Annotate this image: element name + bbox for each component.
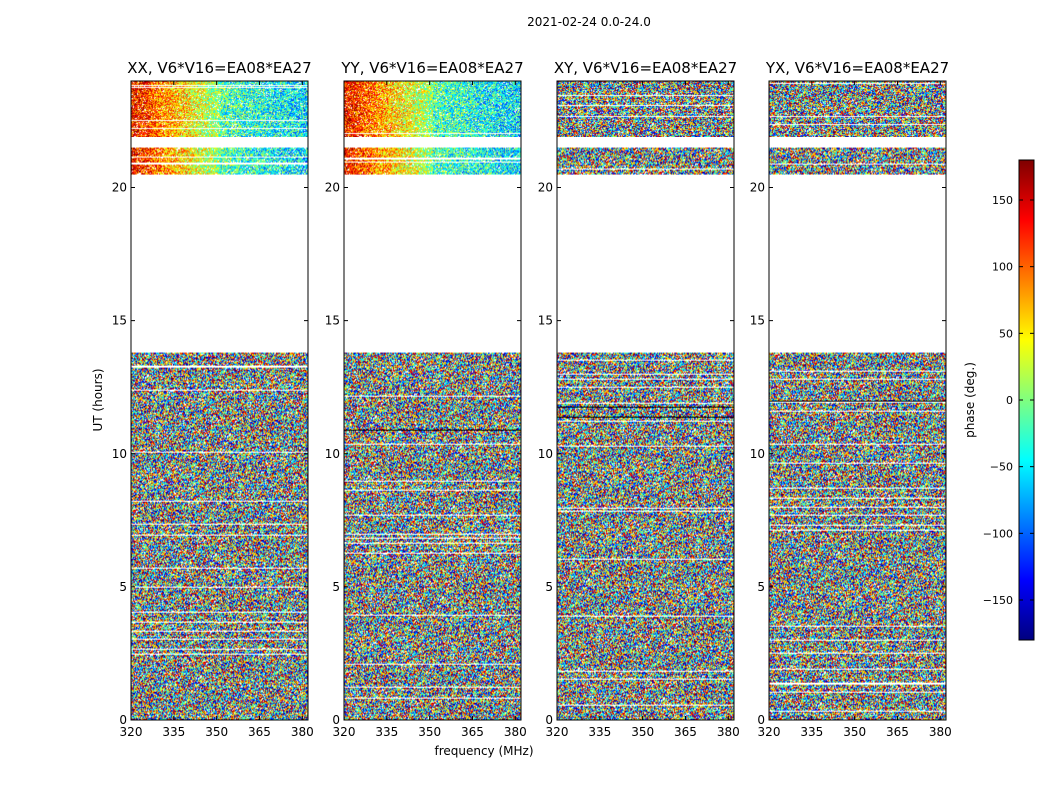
- y-tick-label: 15: [325, 314, 340, 328]
- x-tick-label: 365: [248, 725, 271, 739]
- y-tick-label: 10: [750, 447, 765, 461]
- y-tick-label: 15: [750, 314, 765, 328]
- panel-title: YX, V6*V16=EA08*EA27: [765, 59, 949, 77]
- y-tick-label: 20: [538, 181, 553, 195]
- y-tick-label: 20: [750, 181, 765, 195]
- x-tick-label: 380: [929, 725, 952, 739]
- x-tick-label: 365: [674, 725, 697, 739]
- x-tick-label: 350: [843, 725, 866, 739]
- colorbar-tick-label: 50: [999, 327, 1013, 340]
- waterfall-segment-0: [131, 352, 308, 720]
- panel-title: YY, V6*V16=EA08*EA27: [340, 59, 523, 77]
- y-tick-label: 0: [119, 713, 127, 727]
- x-tick-label: 335: [375, 725, 398, 739]
- y-tick-label: 10: [325, 447, 340, 461]
- x-tick-label: 380: [504, 725, 527, 739]
- x-tick-label: 335: [162, 725, 185, 739]
- waterfall-segment-0: [769, 352, 946, 720]
- y-tick-label: 5: [757, 580, 765, 594]
- panel-yx: YX, V6*V16=EA08*EA27 320 335 350 365 380 0 5 10 1…: [750, 59, 952, 739]
- y-tick-label: 5: [119, 580, 127, 594]
- waterfall-segment-1: [131, 147, 308, 175]
- x-tick-label: 320: [758, 725, 781, 739]
- waterfall-segment-1: [769, 147, 946, 175]
- x-tick-label: 365: [886, 725, 909, 739]
- x-tick-label: 320: [333, 725, 356, 739]
- y-axis-label: UT (hours): [91, 368, 105, 431]
- y-tick-label: 15: [112, 314, 127, 328]
- y-tick-label: 0: [332, 713, 340, 727]
- colorbar-label: phase (deg.): [963, 362, 977, 438]
- y-tick-label: 0: [545, 713, 553, 727]
- panel-xy: XY, V6*V16=EA08*EA27 320 335 350 365 380 0 5 10 1…: [538, 59, 740, 739]
- x-axis-label: frequency (MHz): [434, 744, 533, 758]
- x-tick-label: 335: [800, 725, 823, 739]
- panel-frame: [343, 80, 522, 721]
- figure-title: 2021-02-24 0.0-24.0: [527, 15, 651, 29]
- panel-xx: XX, V6*V16=EA08*EA27 320 335 350 365 380 0 5 10 1…: [112, 59, 314, 739]
- colorbar-tick-label: 150: [992, 194, 1013, 207]
- colorbar-tick-label: −150: [983, 594, 1013, 607]
- panel-yy: YY, V6*V16=EA08*EA27 320 335 350 365 380 0 5 10 1…: [325, 59, 527, 739]
- x-tick-label: 350: [205, 725, 228, 739]
- x-tick-label: 350: [631, 725, 654, 739]
- x-tick-label: 320: [546, 725, 569, 739]
- panels-group: XX, V6*V16=EA08*EA27 320 335 350 365 380 0 5 10 1…: [112, 59, 952, 739]
- y-tick-label: 5: [332, 580, 340, 594]
- waterfall-segment-2: [769, 81, 946, 137]
- colorbar: 150 100 50 0 −50 −100 −150 phase (deg.): [963, 159, 1035, 641]
- y-tick-label: 15: [538, 314, 553, 328]
- x-tick-label: 365: [461, 725, 484, 739]
- y-tick-label: 5: [545, 580, 553, 594]
- waterfall-segment-0: [557, 352, 734, 720]
- colorbar-tick-label: −100: [983, 527, 1013, 540]
- waterfall-segment-2: [557, 81, 734, 137]
- x-tick-label: 380: [717, 725, 740, 739]
- y-tick-label: 20: [325, 181, 340, 195]
- y-tick-label: 10: [112, 447, 127, 461]
- colorbar-tick-label: 0: [1006, 394, 1013, 407]
- waterfall-segment-2: [131, 81, 308, 137]
- panel-frame: [130, 80, 309, 721]
- waterfall-segment-1: [557, 147, 734, 175]
- y-tick-label: 10: [538, 447, 553, 461]
- x-tick-label: 380: [291, 725, 314, 739]
- x-tick-label: 320: [120, 725, 143, 739]
- waterfall-segment-1: [344, 147, 521, 175]
- colorbar-tick-label: −50: [990, 461, 1013, 474]
- y-tick-label: 0: [757, 713, 765, 727]
- waterfall-segment-2: [344, 81, 521, 137]
- panel-title: XY, V6*V16=EA08*EA27: [554, 59, 737, 77]
- panel-frame: [768, 80, 947, 721]
- panel-title: XX, V6*V16=EA08*EA27: [127, 59, 311, 77]
- x-tick-label: 335: [588, 725, 611, 739]
- x-tick-label: 350: [418, 725, 441, 739]
- y-tick-label: 20: [112, 181, 127, 195]
- colorbar-tick-label: 100: [992, 261, 1013, 274]
- waterfall-segment-0: [344, 352, 521, 720]
- panel-frame: [556, 80, 735, 721]
